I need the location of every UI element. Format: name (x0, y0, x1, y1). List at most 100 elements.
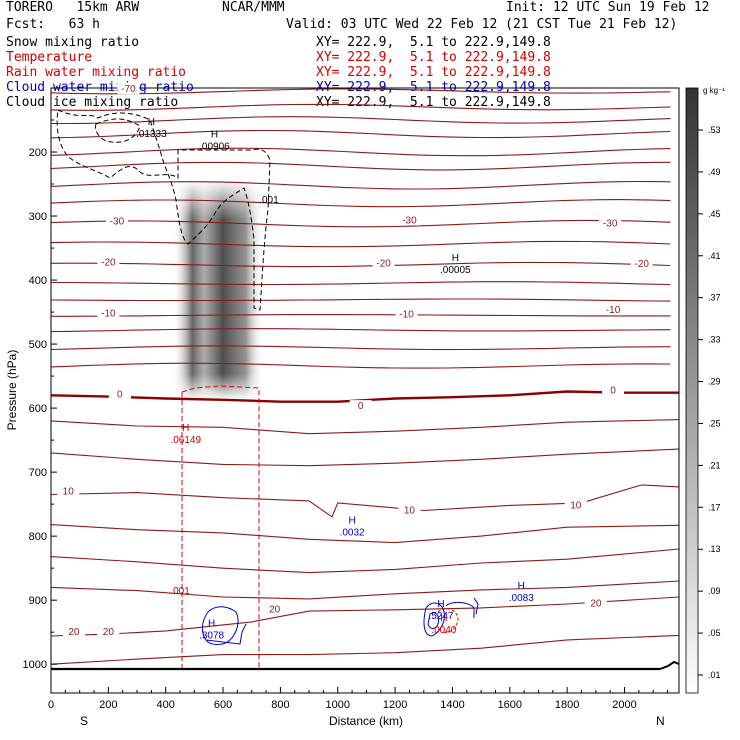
temperature-label-bg (105, 215, 128, 227)
rain-water-contour (181, 385, 260, 668)
extremum-marker: H (208, 619, 215, 630)
x-tick-label: 0 (48, 699, 54, 711)
x-tick-label: 1000 (326, 699, 350, 711)
isotherm (51, 328, 671, 333)
isotherm (51, 484, 679, 518)
ground-terrain (659, 660, 680, 670)
colorbar-label: .17 (708, 502, 721, 512)
isotherm (51, 362, 671, 369)
temperature-label-bg (395, 308, 418, 320)
extremum-value: .00005 (440, 265, 471, 276)
temperature-label: 10 (404, 505, 416, 516)
temperature-label-bg (97, 256, 120, 268)
x-tick-label: 1800 (555, 699, 579, 711)
colorbar-label: .49 (708, 167, 721, 177)
extremum-value: .0083 (509, 593, 534, 604)
temperature-label: -30 (402, 215, 417, 226)
cloud-ice-contour (56, 109, 271, 311)
x-end-right-label: N (656, 714, 665, 728)
temperature-label-bg (398, 214, 421, 226)
isotherm (51, 580, 679, 600)
colorbar-label: .33 (708, 335, 721, 345)
temperature-label: -10 (101, 308, 116, 319)
x-tick-label: 200 (99, 699, 117, 711)
extremum-value: .5247 (428, 611, 453, 622)
temperature-label-bg (599, 217, 622, 229)
isotherm (51, 180, 671, 190)
temperature-label: -70 (121, 84, 136, 95)
temperature-label: -20 (634, 259, 649, 270)
temperature-label-bg (97, 307, 120, 319)
extremum-marker: H (518, 581, 525, 592)
x-tick-label: 1600 (498, 699, 522, 711)
isotherm (51, 634, 679, 665)
y-tick-label: 800 (29, 531, 47, 543)
extremum-marker: H (211, 130, 218, 141)
forecast-hour: Fcst: 63 h (6, 17, 100, 32)
isotherm (51, 261, 671, 268)
temperature-label-bg (584, 597, 607, 609)
extremum-value: .01333 (136, 129, 167, 140)
isotherm (51, 129, 671, 139)
center-label: NCAR/MMM (222, 0, 285, 15)
x-tick-label: 2000 (612, 699, 636, 711)
isotherm (51, 281, 671, 286)
temperature-label-bg (564, 499, 587, 511)
extremum-value: .0040 (431, 625, 456, 636)
temperature-label-bg (57, 485, 80, 497)
x-tick-label: 1200 (383, 699, 407, 711)
temperature-label-bg (398, 504, 421, 516)
temperature-label-bg (349, 400, 372, 412)
field-name-temperature: Temperature (6, 50, 93, 65)
temperature-label-bg (263, 603, 286, 615)
colorbar-label: .25 (708, 418, 721, 428)
isotherm (51, 88, 671, 95)
cloud-water-contour-3 (423, 602, 445, 637)
plot-frame (50, 87, 680, 694)
y-tick-label: 600 (29, 403, 47, 415)
extremum-value: .00906 (199, 142, 230, 153)
temperature-label: -10 (606, 305, 621, 316)
isotherm (51, 548, 679, 574)
extremum-marker: H (182, 423, 189, 434)
isotherm (51, 448, 679, 467)
model-title: TORERO 15km ARW (6, 0, 140, 15)
temperature-label-bg (97, 626, 120, 638)
extremum-value: .06149 (170, 435, 201, 446)
colorbar-label: .01 (708, 670, 721, 680)
temperature-label-bg (602, 384, 625, 396)
colorbar-label: .37 (708, 293, 721, 303)
temperature-label: 0 (358, 401, 364, 412)
colorbar-label: .29 (708, 377, 721, 387)
extremum-marker: H (440, 613, 447, 624)
colorbar-label: .09 (708, 586, 721, 596)
temperature-label: 20 (68, 627, 80, 638)
isotherm (51, 419, 679, 435)
isotherm-zero (51, 390, 679, 403)
x-tick-label: 400 (157, 699, 175, 711)
temperature-label: 10 (63, 486, 75, 497)
y-tick-label: 200 (29, 147, 47, 159)
cloud-water-contour-2 (205, 623, 247, 645)
colorbar-label: .21 (708, 460, 721, 470)
field-name-snow: Snow mixing ratio (6, 35, 140, 50)
colorbar-label: .45 (708, 209, 721, 219)
x-end-left-label: S (80, 714, 88, 728)
y-tick-label: 400 (29, 275, 47, 287)
temperature-label: 20 (590, 598, 602, 609)
y-axis-title: Pressure (hPa) (5, 350, 19, 431)
rain-water-contour-2 (437, 608, 459, 633)
temperature-label-bg (630, 257, 653, 269)
temperature-label-bg (372, 257, 395, 269)
temperature-label: 0 (117, 390, 123, 401)
x-tick-label: 600 (214, 699, 232, 711)
colorbar (685, 87, 699, 694)
y-tick-label: 1000 (23, 659, 47, 671)
isotherm (51, 116, 671, 125)
y-tick-label: 900 (29, 595, 47, 607)
temperature-label-bg (108, 388, 131, 400)
valid-time: Valid: 03 UTC Wed 22 Feb 12 (21 CST Tue … (286, 17, 678, 32)
colorbar-label: .41 (708, 251, 721, 261)
init-time: Init: 12 UTC Sun 19 Feb 12 (506, 0, 710, 15)
colorbar-unit: g kg⁻¹ (703, 86, 725, 95)
